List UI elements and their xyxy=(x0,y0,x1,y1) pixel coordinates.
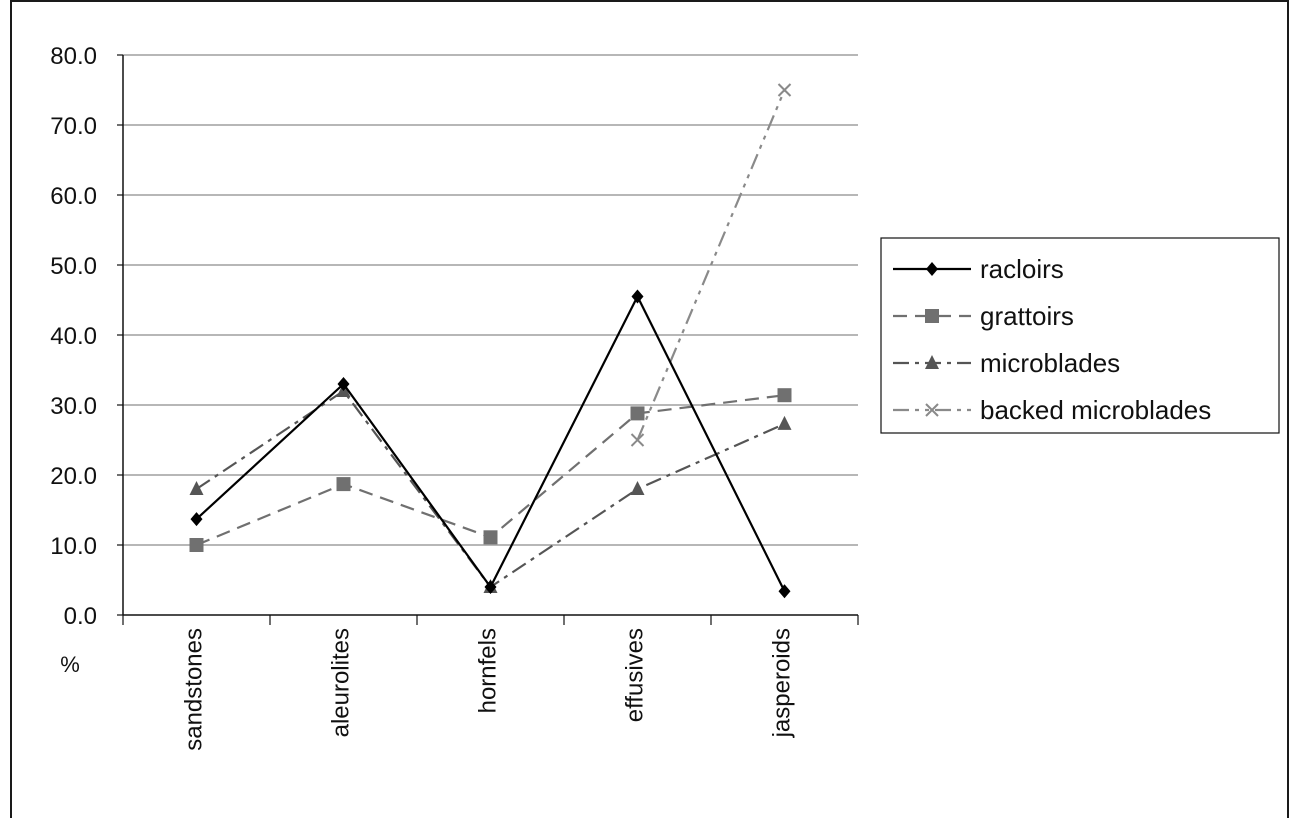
legend-marker xyxy=(926,262,938,276)
data-point xyxy=(189,481,204,495)
data-point xyxy=(777,83,792,97)
x-stroke xyxy=(777,83,792,97)
y-tick-label: 30.0 xyxy=(50,393,97,420)
series-racloirs xyxy=(190,289,791,599)
legend-marker xyxy=(925,403,939,417)
legend-label: backed microblades xyxy=(980,395,1211,425)
series-lines xyxy=(189,83,792,599)
y-tick-label: 40.0 xyxy=(50,323,97,350)
data-point xyxy=(190,512,203,527)
y-tick-label: 60.0 xyxy=(50,183,97,210)
y-axis-unit-label: % xyxy=(60,652,80,677)
y-tick-label: 50.0 xyxy=(50,253,97,280)
legend-marker xyxy=(925,309,939,323)
x-stroke xyxy=(630,433,645,447)
data-point xyxy=(484,580,497,594)
data-point xyxy=(630,406,645,421)
x-tick-labels: sandstones aleurolites hornfels effusives ja… xyxy=(181,628,796,751)
chart-frame xyxy=(10,0,1289,818)
y-tick-label: 0.0 xyxy=(64,603,97,630)
legend-item: racloirs xyxy=(893,254,1064,284)
series-grattoirs xyxy=(189,388,792,552)
legend-marker xyxy=(925,355,939,369)
x-tick-label: sandstones xyxy=(181,628,208,751)
data-point xyxy=(630,481,645,495)
legend-label: racloirs xyxy=(980,254,1064,284)
series-line xyxy=(636,89,786,441)
gridlines xyxy=(117,54,858,616)
series-line xyxy=(195,294,786,592)
series-line xyxy=(196,394,785,547)
data-point xyxy=(630,433,645,447)
axes xyxy=(122,55,859,625)
x-tick-label: effusives xyxy=(622,628,649,722)
x-tick-label: aleurolites xyxy=(328,628,355,737)
data-point xyxy=(631,289,644,304)
y-tick-label: 10.0 xyxy=(50,533,97,560)
series-microblades xyxy=(189,383,792,593)
y-tick-labels: 0.0 10.0 20.0 30.0 40.0 50.0 60.0 70.0 80.0 xyxy=(50,43,97,630)
legend-label: grattoirs xyxy=(980,301,1074,331)
legend-label: microblades xyxy=(980,348,1120,378)
y-tick-label: 70.0 xyxy=(50,113,97,140)
x-stroke xyxy=(925,403,939,417)
x-tick-label: hornfels xyxy=(475,628,502,713)
data-point xyxy=(483,530,498,545)
legend-item: grattoirs xyxy=(893,301,1074,331)
legend: racloirs grattoirs microblades backed micro… xyxy=(880,237,1280,434)
data-point xyxy=(189,538,204,552)
y-tick-label: 80.0 xyxy=(50,43,97,70)
data-point xyxy=(336,477,351,492)
series-backed-microblades xyxy=(630,83,792,447)
y-tick-label: 20.0 xyxy=(50,463,97,490)
legend-item: microblades xyxy=(893,348,1120,378)
series-line xyxy=(195,389,785,589)
legend-box xyxy=(880,237,1280,434)
x-tick-label: jasperoids xyxy=(769,628,796,738)
data-point xyxy=(777,415,792,430)
data-point xyxy=(777,388,792,403)
legend-item: backed microblades xyxy=(893,395,1211,425)
data-point xyxy=(778,584,791,599)
data-point xyxy=(337,377,350,391)
